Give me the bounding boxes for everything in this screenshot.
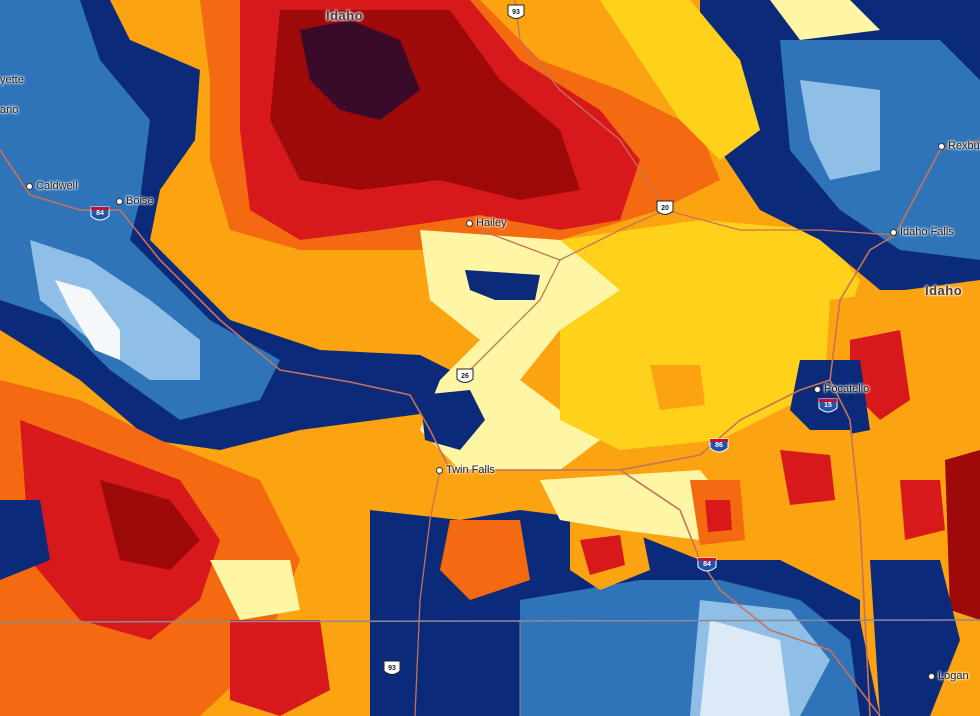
interstate-shield-icon: 86 bbox=[709, 438, 729, 456]
interstate-shield-icon: 84 bbox=[697, 557, 717, 575]
south-orange-blob bbox=[440, 520, 530, 600]
interstate-shield-icon: 84 bbox=[90, 206, 110, 224]
center-navy-blob bbox=[465, 270, 540, 300]
road-us93 bbox=[514, 0, 661, 201]
city-dot-icon bbox=[466, 219, 473, 227]
pocatello-red bbox=[780, 450, 835, 505]
city-dot-icon bbox=[26, 182, 33, 190]
ne-light-blue bbox=[800, 80, 880, 180]
south-pale bbox=[700, 620, 790, 716]
sw-red-bottom bbox=[230, 620, 330, 716]
east-dark-red bbox=[945, 450, 980, 620]
city-dot-icon bbox=[938, 142, 945, 150]
state-label-idaho-east: Idaho bbox=[925, 283, 963, 298]
city-label-twin-falls: Twin Falls bbox=[436, 464, 495, 476]
road-i84 bbox=[0, 149, 881, 716]
us-route-shield-icon: 93 bbox=[506, 4, 526, 22]
city-label-fayette: yette bbox=[0, 74, 24, 86]
city-label-caldwell: Caldwell bbox=[26, 180, 78, 192]
center-yellow bbox=[560, 220, 860, 450]
center-orange-blob bbox=[650, 365, 705, 410]
interstate-shield-icon: 15 bbox=[818, 398, 838, 416]
road-us93-south bbox=[414, 469, 441, 716]
road-i15-south bbox=[829, 379, 871, 716]
twin-navy-blob bbox=[420, 390, 485, 450]
sw-dark-red bbox=[100, 480, 200, 570]
city-label-ontario: ario bbox=[0, 104, 19, 116]
east-navy bbox=[870, 560, 960, 716]
city-label-hailey: Hailey bbox=[466, 217, 507, 229]
ne-pale bbox=[770, 0, 880, 40]
city-dot-icon bbox=[928, 672, 935, 680]
road-i15 bbox=[829, 139, 980, 381]
south-red-blob bbox=[580, 535, 625, 575]
city-dot-icon bbox=[890, 228, 897, 236]
west-light-blue bbox=[30, 240, 200, 380]
road-i86 bbox=[619, 379, 831, 471]
state-boundary bbox=[0, 619, 980, 623]
city-label-logan: Logan bbox=[928, 670, 969, 682]
city-label-rexburg: Rexbur bbox=[938, 140, 980, 152]
se-red-blob bbox=[705, 500, 732, 532]
us-route-shield-icon: 93 bbox=[382, 660, 402, 678]
us-route-shield-icon: 20 bbox=[655, 200, 675, 218]
city-label-idaho-falls: Idaho Falls bbox=[890, 226, 954, 238]
city-dot-icon bbox=[436, 466, 443, 474]
state-label-idaho-north: Idaho bbox=[326, 8, 364, 23]
ne-yellow bbox=[600, 0, 760, 160]
sw-pale-patch bbox=[210, 560, 300, 620]
west-white bbox=[55, 280, 120, 360]
city-label-pocatello: Pocatello bbox=[814, 383, 869, 395]
us-route-shield-icon: 26 bbox=[455, 368, 475, 386]
city-label-boise: Boise bbox=[116, 195, 154, 207]
north-maroon bbox=[300, 20, 420, 120]
city-dot-icon bbox=[116, 197, 123, 205]
east-red2 bbox=[900, 480, 945, 540]
road-us26 bbox=[459, 259, 561, 381]
city-dot-icon bbox=[814, 385, 821, 393]
south-pale-band bbox=[540, 470, 740, 540]
sw-navy-edge bbox=[0, 500, 50, 580]
